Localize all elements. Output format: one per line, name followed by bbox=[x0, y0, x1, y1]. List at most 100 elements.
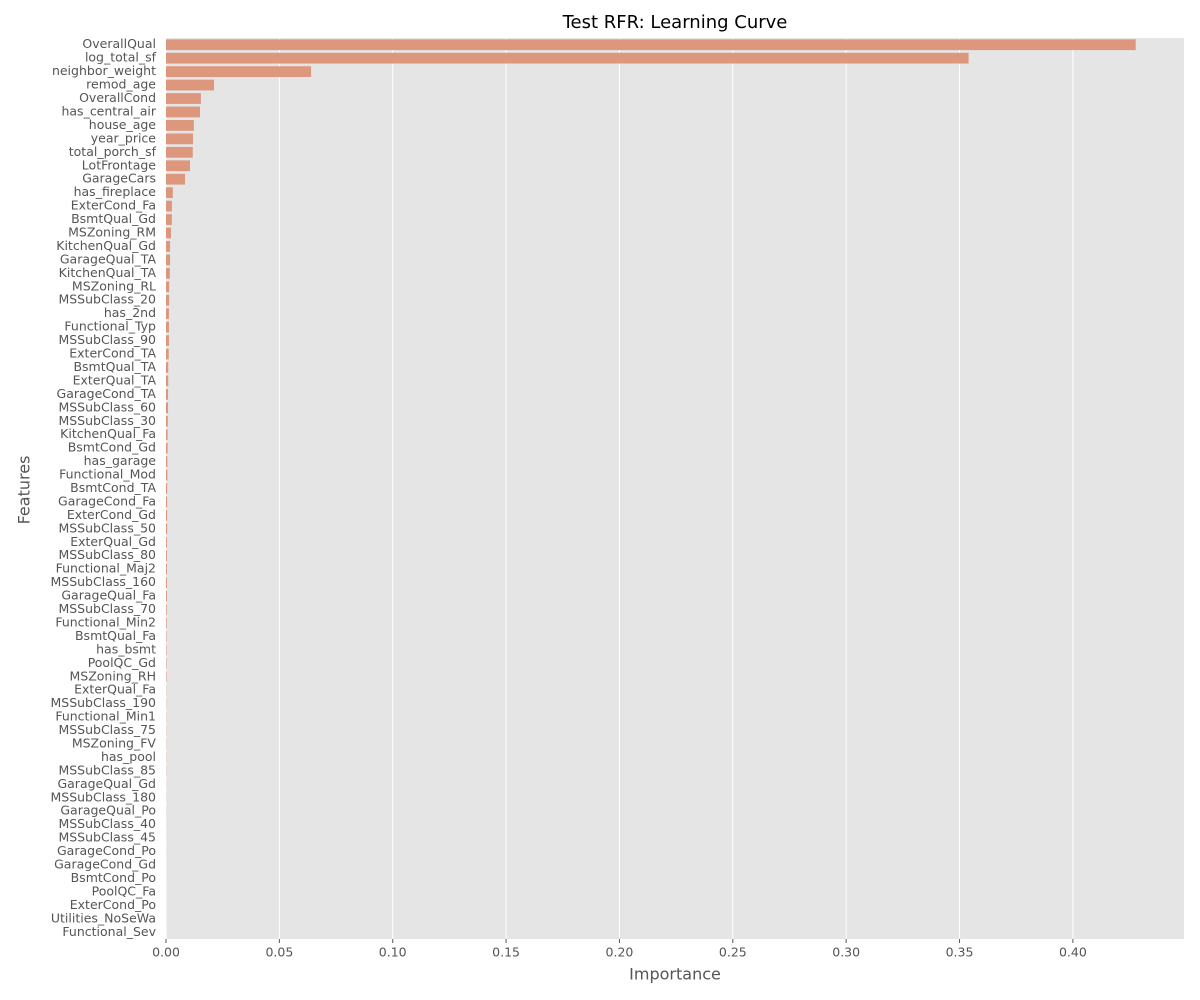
bar bbox=[166, 93, 201, 104]
y-tick-label: MSSubClass_60 bbox=[58, 399, 156, 414]
bar bbox=[166, 106, 201, 118]
bar bbox=[166, 563, 167, 575]
bar bbox=[166, 577, 167, 589]
bar bbox=[166, 308, 169, 320]
y-tick-label: ExterQual_Fa bbox=[74, 682, 156, 697]
bar bbox=[166, 241, 171, 252]
bar bbox=[166, 496, 168, 508]
y-tick-label: MSSubClass_40 bbox=[58, 816, 156, 831]
x-tick-label: 0.05 bbox=[265, 945, 293, 960]
y-tick-label: Functional_Maj2 bbox=[56, 561, 156, 576]
y-tick-label: house_age bbox=[89, 117, 157, 132]
bar bbox=[166, 469, 168, 481]
bar bbox=[166, 66, 312, 77]
y-tick-label: MSZoning_FV bbox=[72, 736, 157, 751]
bar bbox=[166, 536, 167, 548]
y-tick-label: has_bsmt bbox=[96, 641, 156, 656]
bar bbox=[166, 39, 1136, 51]
bar bbox=[166, 254, 171, 266]
y-tick-label: ExterCond_Po bbox=[70, 897, 156, 912]
x-tick-label: 0.10 bbox=[379, 945, 407, 960]
y-tick-label: has_garage bbox=[84, 453, 157, 468]
x-tick-label: 0.35 bbox=[946, 945, 974, 960]
y-tick-label: remod_age bbox=[86, 77, 156, 92]
y-tick-label: GarageQual_Fa bbox=[61, 588, 156, 603]
bar bbox=[166, 523, 168, 535]
bar bbox=[166, 510, 168, 521]
y-tick-label: has_fireplace bbox=[74, 184, 157, 199]
bar bbox=[166, 294, 170, 306]
y-tick-label: ExterQual_Gd bbox=[70, 534, 156, 549]
y-tick-label: has_central_air bbox=[61, 103, 156, 118]
y-tick-label: BsmtCond_TA bbox=[70, 480, 156, 495]
y-tick-label: has_2nd bbox=[104, 305, 156, 320]
x-tick-label: 0.20 bbox=[606, 945, 634, 960]
y-tick-label: GarageCond_Fa bbox=[58, 493, 156, 508]
y-tick-label: BsmtQual_TA bbox=[73, 359, 156, 374]
y-tick-label: PoolQC_Gd bbox=[88, 655, 156, 670]
bar bbox=[166, 321, 169, 333]
y-tick-label: MSSubClass_70 bbox=[58, 601, 156, 616]
y-tick-label: MSZoning_RM bbox=[68, 224, 156, 239]
y-tick-label: MSSubClass_160 bbox=[50, 574, 156, 589]
plot-area bbox=[166, 38, 1184, 939]
bar bbox=[166, 267, 170, 279]
y-tick-label: ExterCond_Fa bbox=[71, 198, 156, 213]
bar bbox=[166, 79, 215, 91]
y-tick-label: KitchenQual_Gd bbox=[56, 238, 156, 253]
y-tick-label: MSSubClass_30 bbox=[58, 413, 156, 428]
y-tick-label: PoolQC_Fa bbox=[92, 883, 156, 898]
y-tick-label: MSSubClass_90 bbox=[58, 332, 156, 347]
x-axis-label: Importance bbox=[629, 965, 721, 984]
y-tick-label: BsmtQual_Fa bbox=[75, 628, 156, 643]
bar bbox=[166, 442, 168, 454]
bar bbox=[166, 388, 169, 400]
bar bbox=[166, 550, 167, 562]
y-tick-label: MSSubClass_50 bbox=[58, 520, 156, 535]
y-tick-label: MSSubClass_80 bbox=[58, 547, 156, 562]
y-tick-label: GarageCars bbox=[82, 171, 156, 186]
y-tick-label: MSZoning_RL bbox=[72, 278, 156, 293]
y-tick-label: OverallQual bbox=[82, 36, 156, 51]
y-tick-label: KitchenQual_Fa bbox=[60, 426, 156, 441]
bar bbox=[166, 146, 193, 158]
y-tick-label: ExterQual_TA bbox=[73, 372, 157, 387]
y-tick-label: log_total_sf bbox=[85, 50, 157, 65]
bar bbox=[166, 429, 168, 441]
y-tick-label: GarageQual_TA bbox=[60, 251, 157, 266]
bar bbox=[166, 52, 969, 64]
y-tick-label: MSSubClass_75 bbox=[58, 722, 156, 737]
bar bbox=[166, 483, 168, 494]
x-tick-label: 0.15 bbox=[492, 945, 520, 960]
y-tick-label: GarageQual_Po bbox=[60, 803, 156, 818]
y-tick-label: total_porch_sf bbox=[69, 144, 157, 159]
y-tick-label: BsmtCond_Gd bbox=[68, 440, 156, 455]
bar bbox=[166, 187, 173, 199]
bar bbox=[166, 227, 171, 239]
y-tick-label: neighbor_weight bbox=[52, 63, 156, 78]
y-tick-label: MSZoning_RH bbox=[69, 668, 156, 683]
x-tick-label: 0.30 bbox=[832, 945, 860, 960]
y-tick-label: Functional_Typ bbox=[64, 319, 156, 334]
y-tick-label: Functional_Min2 bbox=[55, 614, 156, 629]
bar bbox=[166, 402, 169, 414]
y-tick-label: LotFrontage bbox=[82, 157, 157, 172]
y-tick-label: Utilities_NoSeWa bbox=[51, 910, 156, 925]
y-tick-label: KitchenQual_TA bbox=[59, 265, 157, 280]
bar bbox=[166, 335, 169, 346]
bar bbox=[166, 604, 167, 615]
y-tick-label: Functional_Sev bbox=[62, 924, 156, 939]
y-tick-label: GarageCond_Po bbox=[57, 843, 156, 858]
bar bbox=[166, 173, 186, 185]
y-tick-label: GarageCond_Gd bbox=[54, 857, 156, 872]
bar bbox=[166, 375, 169, 387]
y-tick-label: BsmtQual_Gd bbox=[71, 211, 156, 226]
chart-title: Test RFR: Learning Curve bbox=[562, 12, 788, 33]
bar bbox=[166, 348, 169, 360]
bar bbox=[166, 160, 191, 172]
y-tick-label: GarageCond_TA bbox=[57, 386, 157, 401]
y-tick-label: MSSubClass_85 bbox=[58, 762, 156, 777]
y-tick-label: year_price bbox=[91, 130, 157, 145]
y-tick-label: Functional_Mod bbox=[59, 467, 156, 482]
